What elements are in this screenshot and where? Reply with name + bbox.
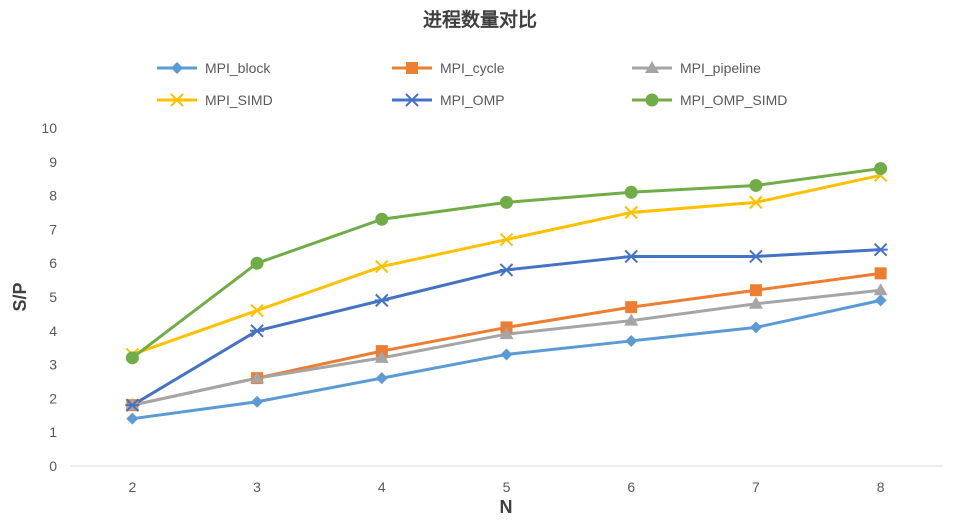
legend-mpi-block-marker [171, 62, 183, 74]
y-tick-label: 8 [49, 188, 57, 204]
mpi-omp-marker [125, 398, 140, 412]
mpi-cycle-marker [749, 284, 762, 297]
x-tick-label: 4 [378, 479, 386, 495]
series-points-mpi-block [126, 294, 887, 425]
series-markers [125, 162, 888, 425]
y-tick-label: 1 [49, 424, 57, 440]
legend-mpi-cycle-marker [406, 62, 418, 74]
legend-mpi-pipeline-marker [645, 61, 659, 73]
legend-label: MPI_cycle [440, 60, 505, 76]
y-tick-label: 7 [49, 221, 57, 237]
legend-label: MPI_block [205, 60, 271, 76]
mpi-omp-simd-marker [749, 178, 763, 192]
chart-title: 进程数量对比 [423, 8, 537, 31]
y-tick-label: 6 [49, 255, 57, 271]
y-axis-ticks: 0 1 2 3 4 5 6 7 8 9 10 [41, 120, 57, 474]
mpi-block-marker [749, 321, 762, 334]
mpi-simd-marker [749, 195, 763, 210]
mpi-pipeline-marker [873, 283, 888, 296]
legend-label: MPI_OMP_SIMD [680, 92, 787, 108]
y-tick-label: 4 [49, 323, 57, 339]
mpi-block-marker [625, 334, 638, 347]
legend-mpi-omp-simd-marker [645, 93, 659, 107]
y-tick-label: 9 [49, 154, 57, 170]
legend-label: MPI_pipeline [680, 60, 761, 76]
mpi-simd-marker [250, 303, 264, 318]
x-tick-label: 8 [877, 479, 885, 495]
x-tick-label: 2 [128, 479, 136, 495]
mpi-omp-simd-marker [250, 256, 264, 270]
x-tick-label: 5 [503, 479, 511, 495]
mpi-omp-simd-marker [874, 162, 888, 176]
mpi-block-marker [126, 412, 139, 425]
y-tick-label: 3 [49, 357, 57, 373]
mpi-block-marker [874, 294, 887, 307]
y-tick-label: 10 [41, 120, 57, 136]
mpi-omp-simd-marker [375, 212, 389, 226]
mpi-block-marker [375, 372, 388, 385]
series-points-mpi-omp [125, 242, 888, 412]
mpi-pipeline-marker [499, 327, 514, 340]
series-line-mpi-pipeline [130, 288, 883, 407]
mpi-omp-simd-marker [125, 351, 139, 365]
y-axis-label: S/P [10, 282, 30, 311]
legend-item-mpi-omp: MPI_OMP [392, 92, 505, 108]
legend-item-mpi-cycle: MPI_cycle [392, 60, 505, 76]
mpi-block-marker [251, 395, 264, 408]
mpi-simd-marker [499, 232, 514, 247]
legend-item-mpi-simd: MPI_SIMD [157, 92, 273, 108]
x-tick-label: 7 [752, 479, 760, 495]
mpi-pipeline-marker [748, 296, 763, 309]
legend: MPI_block MPI_cycle MPI_pipeline MPI_SIMD MP… [157, 60, 787, 108]
x-tick-label: 6 [627, 479, 635, 495]
x-axis-label: N [500, 497, 513, 517]
y-tick-label: 0 [49, 458, 57, 474]
mpi-omp-marker [499, 263, 514, 277]
mpi-simd-marker [624, 205, 638, 220]
y-tick-label: 2 [49, 390, 57, 406]
mpi-omp-marker [250, 324, 265, 338]
x-axis-ticks: 2 3 4 5 6 7 8 [128, 479, 884, 495]
legend-mpi-omp-marker [405, 93, 419, 107]
x-tick-label: 3 [253, 479, 261, 495]
y-tick-label: 5 [49, 289, 57, 305]
mpi-omp-simd-marker [500, 195, 513, 209]
mpi-omp-marker [374, 293, 389, 308]
mpi-omp-marker [873, 242, 888, 257]
mpi-simd-marker [375, 259, 389, 274]
mpi-cycle-marker [874, 267, 887, 280]
mpi-block-marker [500, 348, 513, 361]
legend-mpi-simd-marker [170, 93, 184, 107]
legend-label: MPI_OMP [440, 92, 505, 108]
legend-item-mpi-block: MPI_block [157, 60, 271, 76]
mpi-pipeline-marker [374, 350, 389, 363]
legend-item-mpi-pipeline: MPI_pipeline [632, 60, 761, 76]
mpi-omp-simd-marker [624, 185, 638, 199]
mpi-cycle-marker [625, 301, 638, 314]
series-points-mpi-omp-simd [125, 162, 888, 365]
legend-label: MPI_SIMD [205, 92, 273, 108]
mpi-pipeline-marker [250, 371, 265, 384]
legend-item-mpi-omp-simd: MPI_OMP_SIMD [632, 92, 787, 108]
mpi-omp-marker [748, 249, 763, 264]
mpi-omp-marker [624, 249, 639, 264]
mpi-pipeline-marker [624, 313, 639, 326]
